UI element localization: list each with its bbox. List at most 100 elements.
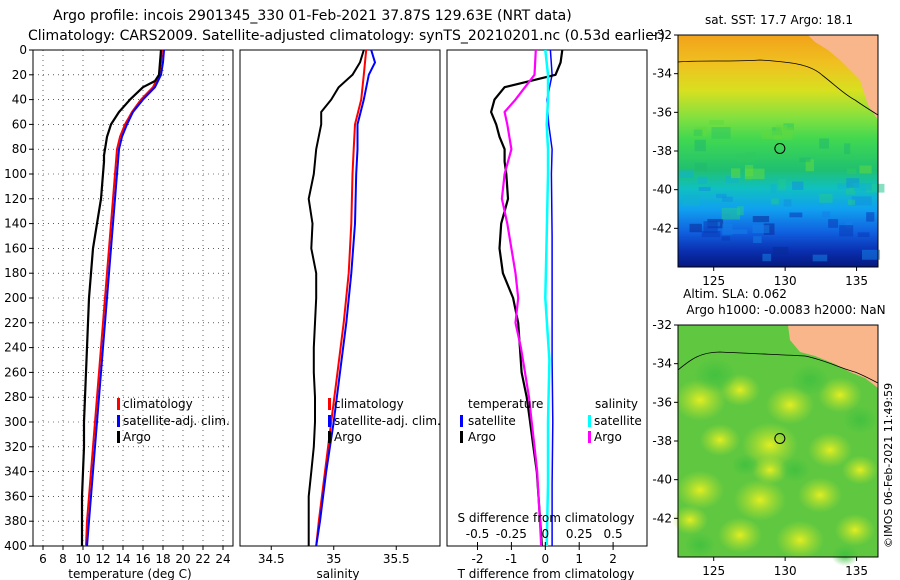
sla-blob-13 <box>835 514 875 546</box>
sst-texture-patch <box>752 225 770 234</box>
sla-blob-7 <box>676 470 724 510</box>
sst-texture-patch <box>845 221 853 229</box>
salinity-xticks: 34.5 35 35.5 <box>258 546 410 566</box>
sst-texture-patch <box>689 223 702 233</box>
salinity-xtick-label-0: 34.5 <box>258 552 285 566</box>
map3-ytick-label-1: -34 <box>652 67 672 81</box>
salinity-panel: 34.5 35 35.5 salinity climatology satellit… <box>239 49 441 580</box>
difference-series <box>490 49 564 547</box>
temperature-xtick-label-7: 20 <box>175 552 190 566</box>
sst-texture-patch <box>722 196 733 202</box>
figure-title-line1: Argo profile: incois 2901345_330 01-Feb-… <box>53 8 572 24</box>
sst-texture-patch <box>762 253 772 262</box>
map4-ytick-label-4: -40 <box>652 473 672 487</box>
map4-xtick-label-2: 135 <box>845 564 868 578</box>
legend2-argo-swatch <box>328 431 331 443</box>
sst-texture-patch <box>861 249 881 260</box>
sst-texture-patch <box>731 168 741 179</box>
temperature-panel: 6 8 10 12 14 16 18 20 22 24 0 20 40 60 80 100 120 140 160… <box>4 43 234 580</box>
sst-texture <box>679 120 885 262</box>
legend-t-argo: Argo <box>468 430 496 444</box>
sst-texture-patch <box>698 186 711 191</box>
map4-ytick-label-0: -32 <box>652 318 672 332</box>
t-diff-xtick-label-4: 2 <box>609 552 617 566</box>
legend-t-satellite-swatch <box>460 415 463 427</box>
sst-texture-patch <box>837 183 850 190</box>
sla-blob-2 <box>766 385 814 425</box>
map3-xtick-label-0: 125 <box>702 274 725 288</box>
legend2-climatology-swatch <box>328 398 331 410</box>
sst-xticks: 125 130 135 <box>702 267 868 288</box>
sla-blob-3 <box>818 377 862 413</box>
depth-ytick-label-6: 120 <box>4 192 27 206</box>
sst-texture-patch <box>732 229 748 234</box>
salinity-axes <box>239 49 441 547</box>
sst-texture-patch <box>857 232 870 238</box>
salinity-xlabel: salinity <box>316 567 359 580</box>
legend-t-satellite: satellite <box>468 414 516 428</box>
salinity-series <box>307 49 376 547</box>
sst-texture-patch <box>853 182 872 191</box>
temperature-xtick-label-4: 14 <box>115 552 130 566</box>
sst-texture-patch <box>753 236 762 243</box>
depth-yticks: 0 20 40 60 80 100 120 140 160 180 200 220 240 260 280 3… <box>4 43 33 553</box>
depth-ytick-label-20: 400 <box>4 539 27 553</box>
temperature-series-climatology <box>85 49 163 547</box>
sla-blob-8 <box>734 479 786 521</box>
legend-satellite-adj-swatch <box>117 415 120 427</box>
s-difference-label: S difference from climatology <box>458 511 635 525</box>
depth-ytick-label-5: 100 <box>4 167 27 181</box>
sst-texture-patch <box>847 199 856 205</box>
sla-low-0 <box>693 357 737 393</box>
sla-map-title-line2: Argo h1000: -0.0083 h2000: NaN <box>686 303 885 317</box>
s-difference-xticks: -0.5 -0.25 0 0.25 0.5 <box>466 527 623 546</box>
depth-ytick-label-14: 280 <box>4 390 27 404</box>
sst-texture-patch <box>722 223 733 235</box>
sst-texture-patch <box>805 159 815 172</box>
sla-low-2 <box>842 405 878 435</box>
legend2-satellite-adj-swatch <box>328 415 331 427</box>
diff-series-s-argo <box>500 49 543 547</box>
sla-low-4 <box>779 457 811 483</box>
sla-texture <box>672 357 878 567</box>
difference-legend: temperature satellite Argo salinity sate… <box>460 397 642 444</box>
sst-texture-patch <box>772 246 789 255</box>
sst-texture-patch <box>679 170 694 178</box>
temperature-legend: climatology satellite-adj. clim. Argo <box>117 397 230 444</box>
sst-texture-patch <box>701 231 721 238</box>
legend2-satellite-adj: satellite-adj. clim. <box>334 414 441 428</box>
depth-ytick-label-16: 320 <box>4 440 27 454</box>
temperature-xticks: 6 8 10 12 14 16 18 20 22 24 <box>39 546 231 566</box>
argo-position-marker <box>774 142 786 154</box>
sst-texture-patch <box>716 193 727 199</box>
imos-watermark: ©IMOS 06-Feb-2021 11:49:59 <box>882 383 895 548</box>
sst-yticks: -32 -34 -36 -38 -40 -42 <box>652 28 678 235</box>
map3-ytick-label-3: -38 <box>652 144 672 158</box>
s-diff-xtick-label-1: -0.25 <box>496 527 527 541</box>
sst-contour <box>677 59 879 116</box>
sst-texture-patch <box>770 184 777 194</box>
depth-ytick-label-10: 200 <box>4 291 27 305</box>
legend-t-argo-swatch <box>460 431 463 443</box>
sst-texture-patch <box>783 123 794 131</box>
s-diff-xtick-label-4: 0.5 <box>604 527 623 541</box>
diff-series-t-argo <box>490 49 564 547</box>
map4-ytick-label-2: -36 <box>652 395 672 409</box>
sst-texture-patch <box>736 153 750 163</box>
sst-texture-patch <box>866 183 885 193</box>
legend2-climatology: climatology <box>334 397 404 411</box>
depth-ytick-label-3: 60 <box>12 117 27 131</box>
depth-ytick-label-2: 40 <box>12 93 27 107</box>
temperature-xtick-label-5: 16 <box>135 552 150 566</box>
sla-blob-14 <box>672 505 708 535</box>
temperature-xtick-label-2: 10 <box>75 552 90 566</box>
temperature-xtick-label-1: 8 <box>59 552 67 566</box>
map4-xtick-label-1: 130 <box>774 564 797 578</box>
sst-map: sat. SST: 17.7 Argo: 18.1 125 130 135 -32-… <box>652 13 885 288</box>
s-diff-xtick-label-2: 0 <box>541 527 549 541</box>
sst-texture-patch <box>711 127 731 139</box>
sst-texture-patch <box>799 157 811 163</box>
depth-ytick-label-11: 220 <box>4 316 27 330</box>
sst-texture-patch <box>681 195 700 206</box>
